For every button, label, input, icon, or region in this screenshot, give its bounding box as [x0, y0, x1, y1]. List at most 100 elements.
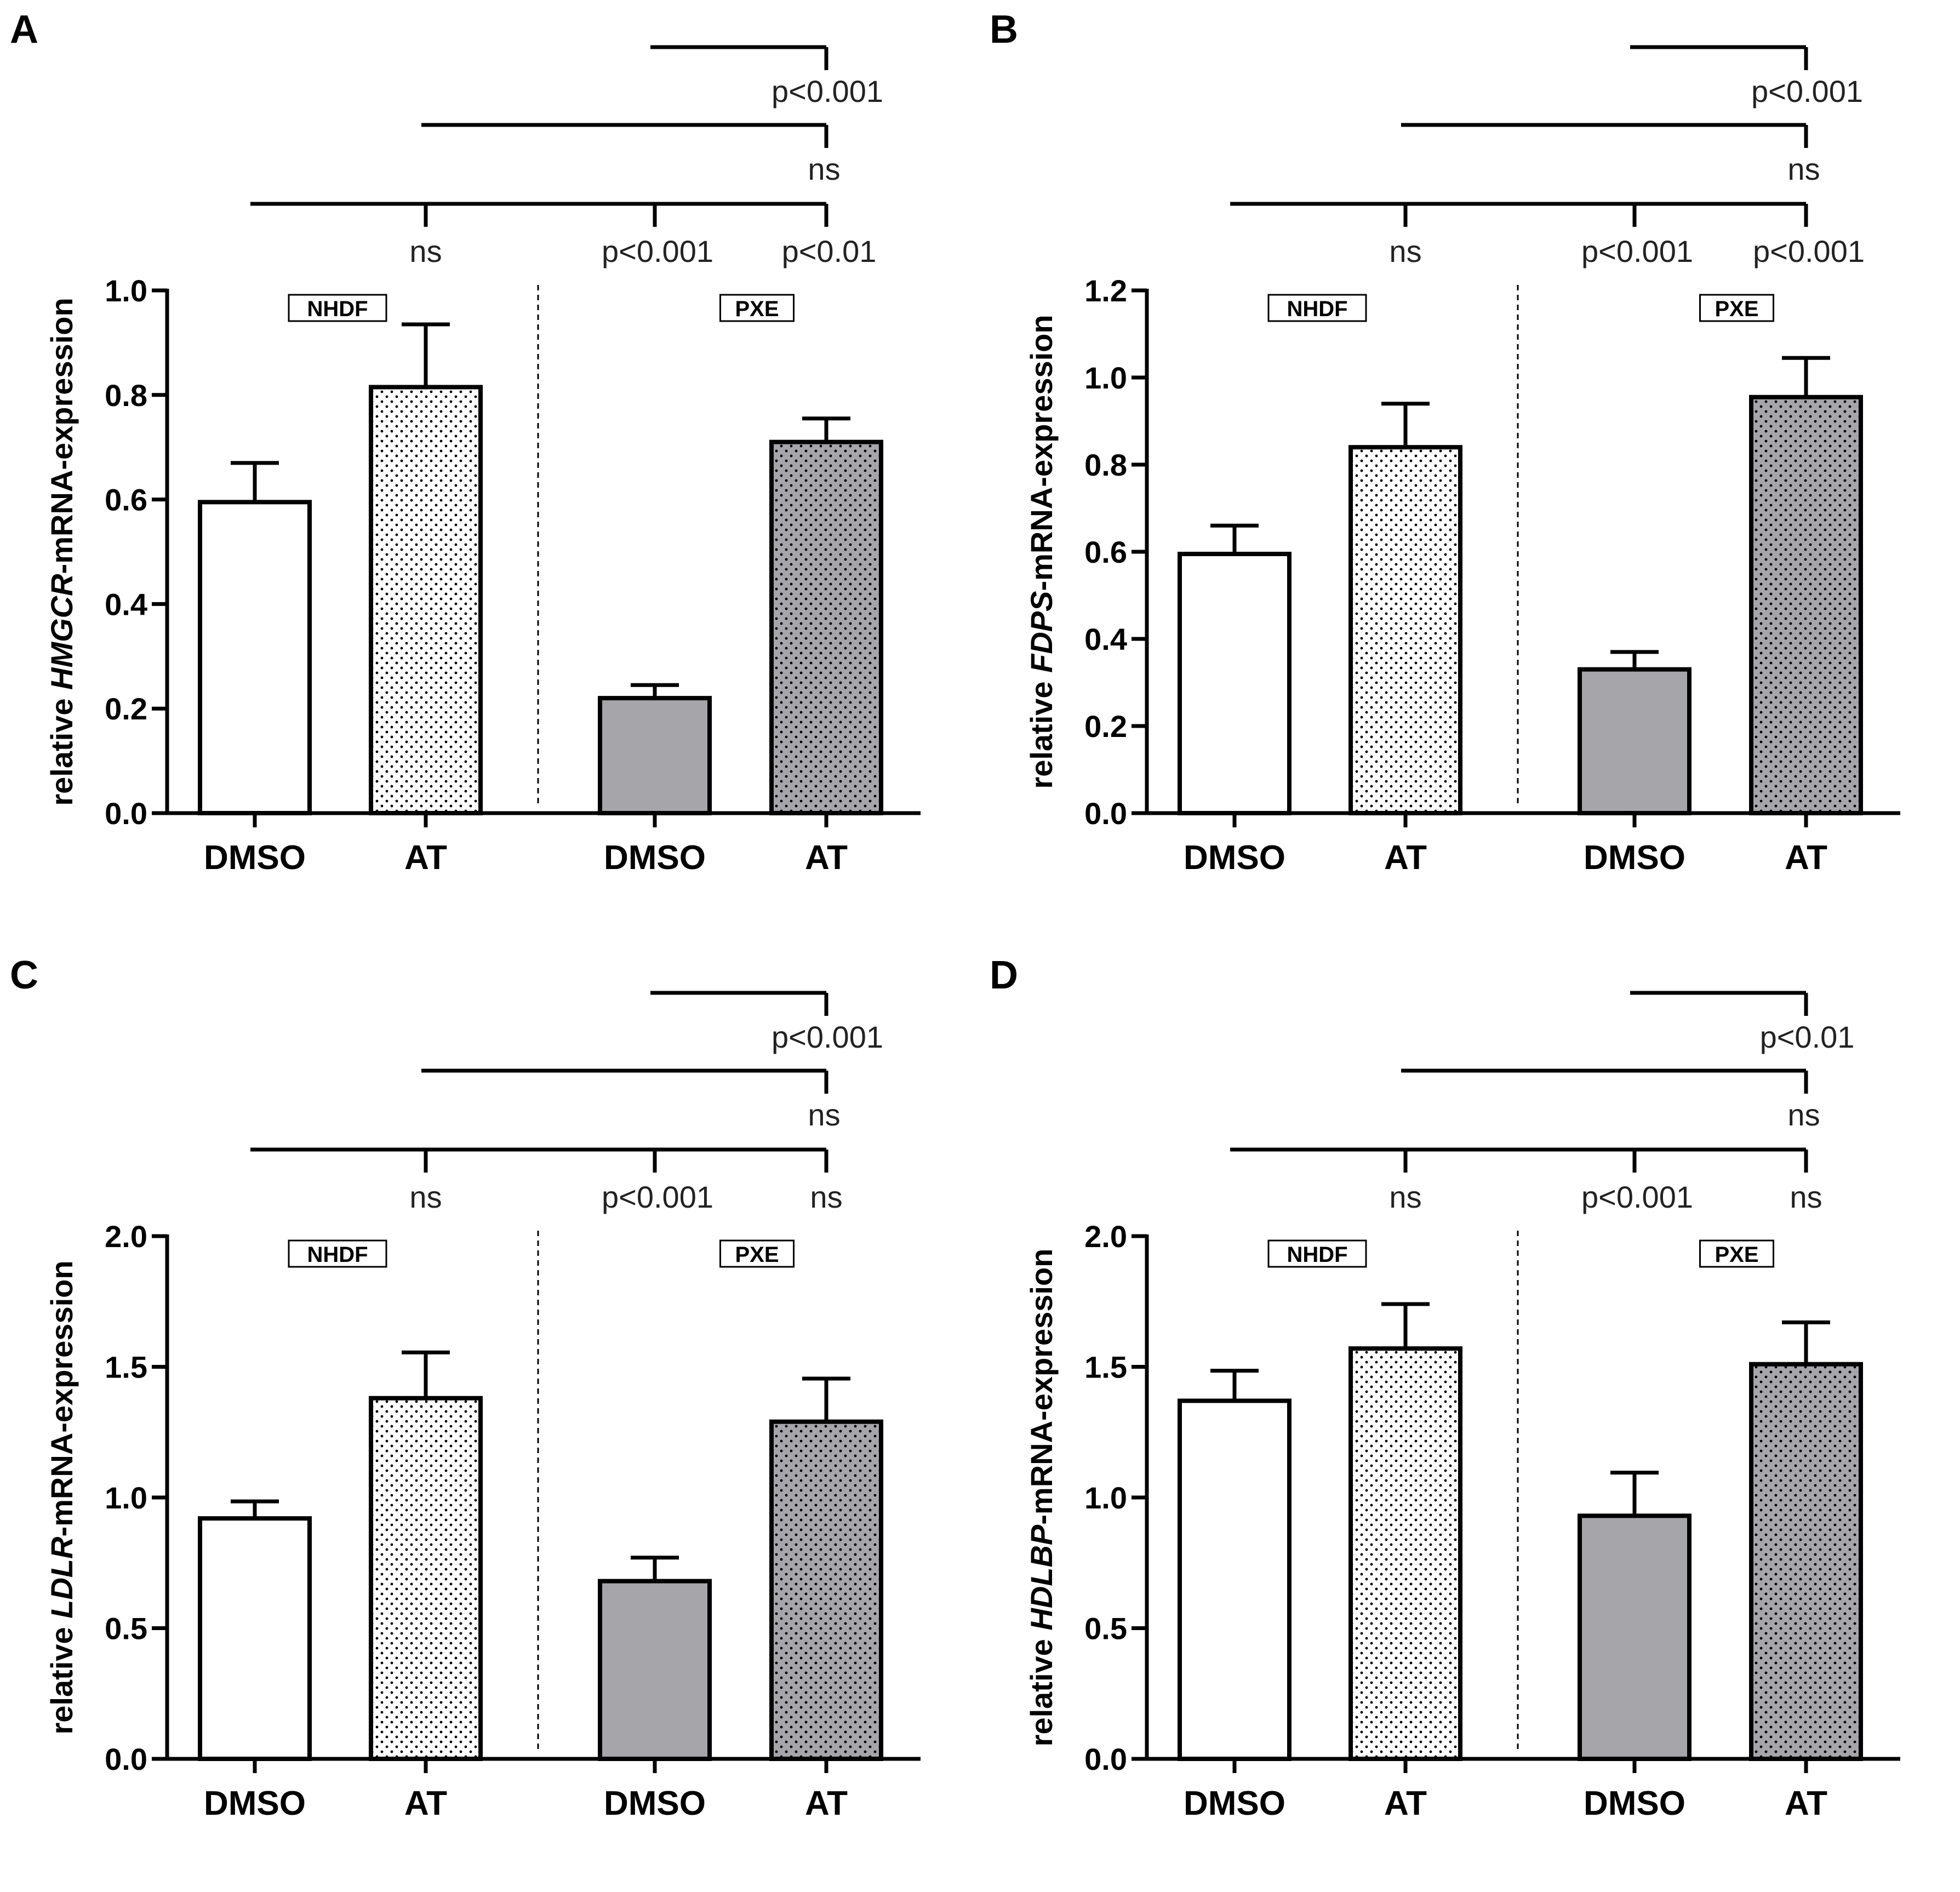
y-tick-label: 1.0 — [1084, 361, 1127, 395]
y-axis-label: relative FDPS-mRNA-expression — [1024, 315, 1059, 788]
group-label: PXE — [735, 297, 779, 321]
x-tick-label: DMSO — [1584, 839, 1685, 877]
significance-label: ns — [409, 234, 442, 268]
panel-letter: A — [10, 8, 38, 52]
chart-svg: B 0.0 0.2 0.4 0.6 0.8 1.0 1.2 relative FDPS-mRNA… — [990, 8, 1900, 877]
bar — [1348, 1346, 1462, 1761]
group-label-box — [1267, 1239, 1367, 1268]
group-label-box — [1267, 294, 1367, 322]
x-tick-label: AT — [404, 839, 447, 877]
chart-panel-c: C 0.0 0.5 1.0 1.5 2.0 relative LDLR-mRNA-expre… — [0, 946, 980, 1891]
group-label-box — [719, 294, 795, 322]
group-label-box — [1699, 1239, 1774, 1268]
y-tick-label: 0.8 — [105, 378, 147, 413]
bar — [1578, 1513, 1692, 1761]
bar — [769, 439, 883, 815]
x-tick-label: DMSO — [1184, 1785, 1285, 1822]
bar — [1749, 395, 1863, 815]
x-tick-label: AT — [805, 839, 848, 877]
x-tick-label: AT — [1384, 839, 1427, 877]
y-tick-label: 0.0 — [1084, 796, 1127, 831]
bar — [769, 1419, 883, 1761]
significance-label: p<0.001 — [1581, 234, 1693, 268]
x-tick-label: DMSO — [604, 1785, 706, 1822]
significance-label: ns — [1389, 234, 1421, 268]
chart-svg: D 0.0 0.5 1.0 1.5 2.0 relative HDLBP-mRNA-expr… — [990, 953, 1900, 1822]
group-label-box — [288, 1239, 387, 1268]
y-axis-label: relative HMGCR-mRNA-expression — [44, 298, 79, 805]
bar — [369, 1396, 483, 1761]
bar — [1178, 551, 1292, 815]
group-label: PXE — [1715, 1243, 1758, 1267]
y-axis-label: relative HDLBP-mRNA-expression — [1024, 1249, 1059, 1747]
chart-panel-b: B 0.0 0.2 0.4 0.6 0.8 1.0 1.2 relative FDPS-mRNA… — [980, 0, 1959, 946]
y-tick-label: 1.2 — [1084, 273, 1127, 308]
group-label-box — [288, 294, 387, 322]
group-label: PXE — [735, 1243, 779, 1267]
group-label: PXE — [1715, 297, 1758, 321]
significance-label: ns — [1790, 1180, 1822, 1214]
panel-letter: B — [990, 8, 1018, 52]
y-tick-label: 0.0 — [1084, 1742, 1127, 1776]
bar — [1178, 1398, 1292, 1761]
significance-label: p<0.001 — [772, 74, 883, 108]
x-tick-label: AT — [1384, 1785, 1427, 1822]
bar — [1749, 1362, 1863, 1761]
panel-letter: C — [10, 953, 38, 997]
y-tick-label: 0.2 — [105, 691, 147, 726]
y-tick-label: 0.2 — [1084, 709, 1127, 744]
panel-letter: D — [990, 953, 1018, 997]
significance-label: p<0.001 — [602, 1180, 713, 1214]
y-tick-label: 0.5 — [105, 1611, 147, 1646]
significance-label: ns — [1787, 152, 1820, 186]
group-label: NHDF — [1287, 1243, 1347, 1267]
y-tick-label: 1.0 — [1084, 1481, 1127, 1515]
significance-label: ns — [1787, 1098, 1820, 1132]
significance-label: p<0.001 — [772, 1020, 883, 1054]
significance-label: ns — [808, 1098, 840, 1132]
chart-svg: A 0.0 0.2 0.4 0.6 0.8 1.0 relative HMGCR-mRNA-e… — [10, 8, 921, 877]
bar — [198, 500, 312, 815]
bar — [1578, 667, 1692, 816]
y-tick-label: 0.0 — [105, 796, 147, 831]
y-tick-label: 0.6 — [105, 483, 147, 517]
significance-label: p<0.01 — [1760, 1020, 1855, 1054]
significance-label: p<0.01 — [782, 234, 877, 268]
x-tick-label: DMSO — [1584, 1785, 1685, 1822]
bar — [1348, 445, 1462, 815]
x-tick-label: DMSO — [204, 1785, 306, 1822]
y-tick-label: 0.0 — [105, 1742, 147, 1776]
chart-svg: C 0.0 0.5 1.0 1.5 2.0 relative LDLR-mRNA-expre… — [10, 953, 921, 1822]
x-tick-label: DMSO — [1184, 839, 1285, 877]
significance-label: p<0.001 — [1581, 1180, 1693, 1214]
significance-label: ns — [1389, 1180, 1421, 1214]
group-label: NHDF — [1287, 297, 1347, 321]
x-tick-label: DMSO — [204, 839, 306, 877]
group-label: NHDF — [307, 297, 368, 321]
significance-label: ns — [409, 1180, 442, 1214]
significance-label: p<0.001 — [602, 234, 713, 268]
y-tick-label: 0.6 — [1084, 535, 1127, 569]
group-label-box — [1699, 294, 1774, 322]
y-tick-label: 0.4 — [1084, 622, 1127, 656]
x-tick-label: AT — [1785, 839, 1827, 877]
bar — [369, 385, 483, 815]
chart-panel-a: A 0.0 0.2 0.4 0.6 0.8 1.0 relative HMGCR-mRNA-e… — [0, 0, 980, 946]
bar — [198, 1516, 312, 1762]
y-tick-label: 2.0 — [1084, 1219, 1127, 1254]
y-axis-label: relative LDLR-mRNA-expression — [44, 1260, 79, 1734]
x-tick-label: AT — [805, 1785, 848, 1822]
y-tick-label: 1.5 — [105, 1350, 147, 1385]
y-tick-label: 0.8 — [1084, 448, 1127, 482]
chart-panel-d: D 0.0 0.5 1.0 1.5 2.0 relative HDLBP-mRNA-expr… — [980, 946, 1959, 1891]
significance-label: p<0.001 — [1753, 234, 1865, 268]
y-tick-label: 1.5 — [1084, 1350, 1127, 1385]
significance-label: ns — [810, 1180, 842, 1214]
y-tick-label: 1.0 — [105, 1481, 147, 1515]
significance-label: ns — [808, 152, 840, 186]
y-tick-label: 1.0 — [105, 273, 147, 308]
significance-label: p<0.001 — [1751, 74, 1863, 108]
group-label: NHDF — [307, 1243, 368, 1267]
x-tick-label: DMSO — [604, 839, 706, 877]
group-label-box — [719, 1239, 795, 1268]
